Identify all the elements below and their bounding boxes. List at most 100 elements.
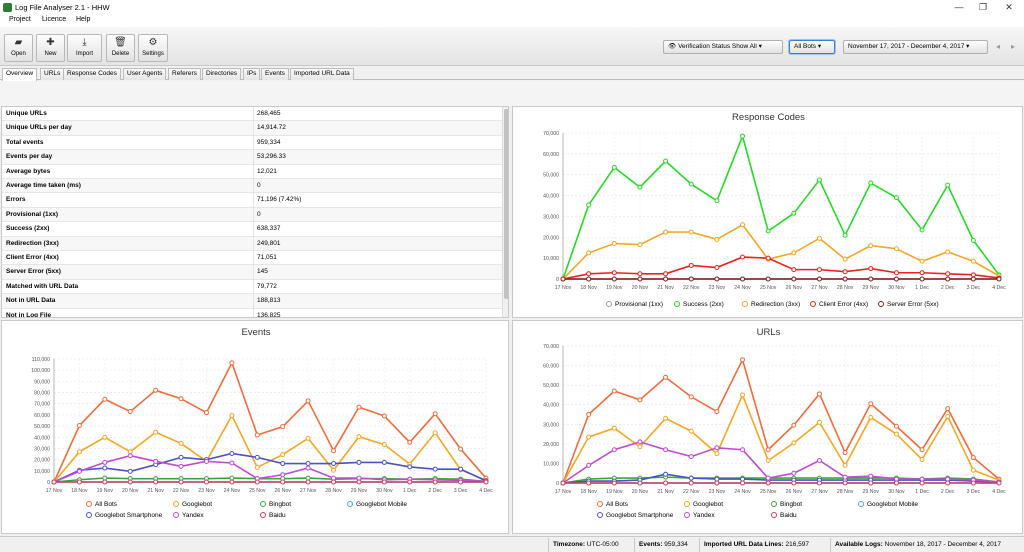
open-button[interactable]: ▰ Open: [4, 34, 33, 62]
new-button[interactable]: ✚ New: [36, 34, 65, 62]
data-point: [305, 475, 311, 481]
data-point: [714, 276, 720, 282]
legend-item[interactable]: Bingbot: [771, 501, 802, 508]
legend-item[interactable]: Success (2xx): [674, 301, 724, 308]
x-tick-label: 26 Nov: [786, 489, 803, 495]
minimize-button[interactable]: —: [954, 2, 964, 12]
data-point: [637, 480, 643, 486]
table-row[interactable]: Not in Log File 136,825: [2, 309, 502, 317]
table-row[interactable]: Errors 71,196 (7.42%): [2, 193, 502, 208]
legend-item[interactable]: Bingbot: [260, 501, 291, 508]
table-row[interactable]: Not in URL Data 188,813: [2, 294, 502, 309]
legend-label: Googlebot: [693, 501, 723, 508]
legend-item[interactable]: Yandex: [173, 512, 204, 519]
tab-referers[interactable]: Referers: [168, 68, 201, 80]
data-point: [688, 262, 694, 268]
legend-item[interactable]: Client Error (4xx): [810, 301, 868, 308]
bots-dropdown[interactable]: All Bots ▾: [789, 40, 835, 54]
legend-item[interactable]: All Bots: [86, 501, 117, 508]
data-point: [688, 428, 694, 434]
table-row[interactable]: Success (2xx) 638,337: [2, 222, 502, 237]
next-date-icon[interactable]: ▸: [1011, 42, 1016, 51]
data-point: [740, 133, 746, 139]
stats-scrollbar[interactable]: [502, 107, 508, 317]
data-point: [714, 198, 720, 204]
table-row[interactable]: Server Error (5xx) 145: [2, 265, 502, 280]
table-row[interactable]: Average bytes 12,021: [2, 165, 502, 179]
legend-item[interactable]: Googlebot Mobile: [347, 501, 407, 508]
tab-user-agents[interactable]: User Agents: [123, 68, 167, 80]
legend-marker: [86, 512, 92, 518]
legend-item[interactable]: Server Error (5xx): [878, 301, 939, 308]
urls-plot: 0 10,000 20,000 30,000 40,000 50,000 60,000 70,…: [543, 344, 1006, 495]
data-point: [331, 461, 337, 467]
data-point: [254, 479, 260, 485]
maximize-button[interactable]: ❐: [978, 2, 988, 12]
data-point: [970, 272, 976, 278]
table-row[interactable]: Redirection (3xx) 249,801: [2, 236, 502, 251]
close-button[interactable]: ✕: [1005, 2, 1013, 12]
download-icon: ⤓: [82, 37, 87, 48]
x-tick-label: 19 Nov: [97, 488, 114, 494]
legend-item[interactable]: All Bots: [597, 501, 628, 508]
table-row[interactable]: Average time taken (ms) 0: [2, 179, 502, 194]
table-row[interactable]: Client Error (4xx) 71,051: [2, 251, 502, 266]
legend-item[interactable]: Googlebot: [684, 501, 723, 508]
table-row[interactable]: Unique URLs 268,465: [2, 107, 502, 122]
verification-status-dropdown[interactable]: 👁 Verification Status Show All ▾: [663, 40, 783, 54]
window-title: Log File Analyser 2.1 - HHW: [15, 3, 110, 12]
data-point: [919, 480, 925, 486]
tab-urls[interactable]: URLs: [40, 68, 65, 80]
table-row[interactable]: Events per day 53,296.33: [2, 150, 502, 165]
data-point: [356, 404, 362, 410]
legend-marker: [684, 501, 690, 507]
legend-item[interactable]: Baidu: [771, 512, 797, 519]
import-button[interactable]: ⤓ Import: [67, 34, 102, 62]
legend-marker: [260, 512, 266, 518]
menu-help[interactable]: Help: [76, 16, 91, 23]
tab-response-codes[interactable]: Response Codes: [63, 68, 121, 80]
data-point: [280, 472, 286, 478]
data-point: [945, 480, 951, 486]
delete-button[interactable]: 🗑 Delete: [106, 34, 135, 62]
data-point: [765, 255, 771, 261]
legend-item[interactable]: Googlebot Smartphone: [597, 512, 673, 519]
table-row[interactable]: Total events 959,334: [2, 136, 502, 151]
x-tick-label: 25 Nov: [760, 489, 777, 495]
settings-button[interactable]: ⚙ Settings: [138, 34, 168, 62]
x-tick-label: 3 Dec: [454, 488, 468, 494]
tab-overview[interactable]: Overview: [2, 68, 38, 81]
table-row[interactable]: Provisional (1xx) 0: [2, 207, 502, 223]
date-range-dropdown[interactable]: November 17, 2017 - December 4, 2017 ▾: [843, 40, 988, 54]
data-point: [816, 419, 822, 425]
data-point: [714, 451, 720, 457]
legend-item[interactable]: Googlebot Mobile: [858, 501, 918, 508]
menu-project[interactable]: Project: [9, 16, 31, 23]
scrollbar-thumb[interactable]: [504, 109, 508, 299]
legend-item[interactable]: Googlebot: [173, 501, 212, 508]
data-point: [203, 479, 209, 485]
legend-item[interactable]: Googlebot Smartphone: [86, 512, 162, 519]
tab-events[interactable]: Events: [261, 68, 289, 80]
data-point: [611, 425, 617, 431]
column-divider: [253, 107, 254, 317]
data-point: [586, 271, 592, 277]
prev-date-icon[interactable]: ◂: [996, 42, 1001, 51]
stat-label: Average bytes: [6, 167, 51, 175]
menu-licence[interactable]: Licence: [42, 16, 67, 23]
plus-icon: ✚: [46, 37, 55, 48]
legend-item[interactable]: Provisional (1xx): [606, 301, 663, 308]
legend-item[interactable]: Redirection (3xx): [742, 301, 800, 308]
table-row[interactable]: Matched with URL Data 79,772: [2, 280, 502, 295]
tab-directories[interactable]: Directories: [202, 68, 242, 80]
table-row[interactable]: Unique URLs per day 14,914.72: [2, 121, 502, 136]
legend-item[interactable]: Baidu: [260, 512, 286, 519]
tab-ips[interactable]: IPs: [243, 68, 261, 80]
legend-marker: [606, 301, 612, 307]
bots-label: All Bots: [794, 43, 817, 50]
data-point: [381, 459, 387, 465]
legend-item[interactable]: Yandex: [684, 512, 715, 519]
tab-imported-url-data[interactable]: Imported URL Data: [290, 68, 354, 80]
x-tick-label: 4 Dec: [992, 285, 1006, 291]
available-logs-label: Available Logs:: [835, 541, 883, 548]
